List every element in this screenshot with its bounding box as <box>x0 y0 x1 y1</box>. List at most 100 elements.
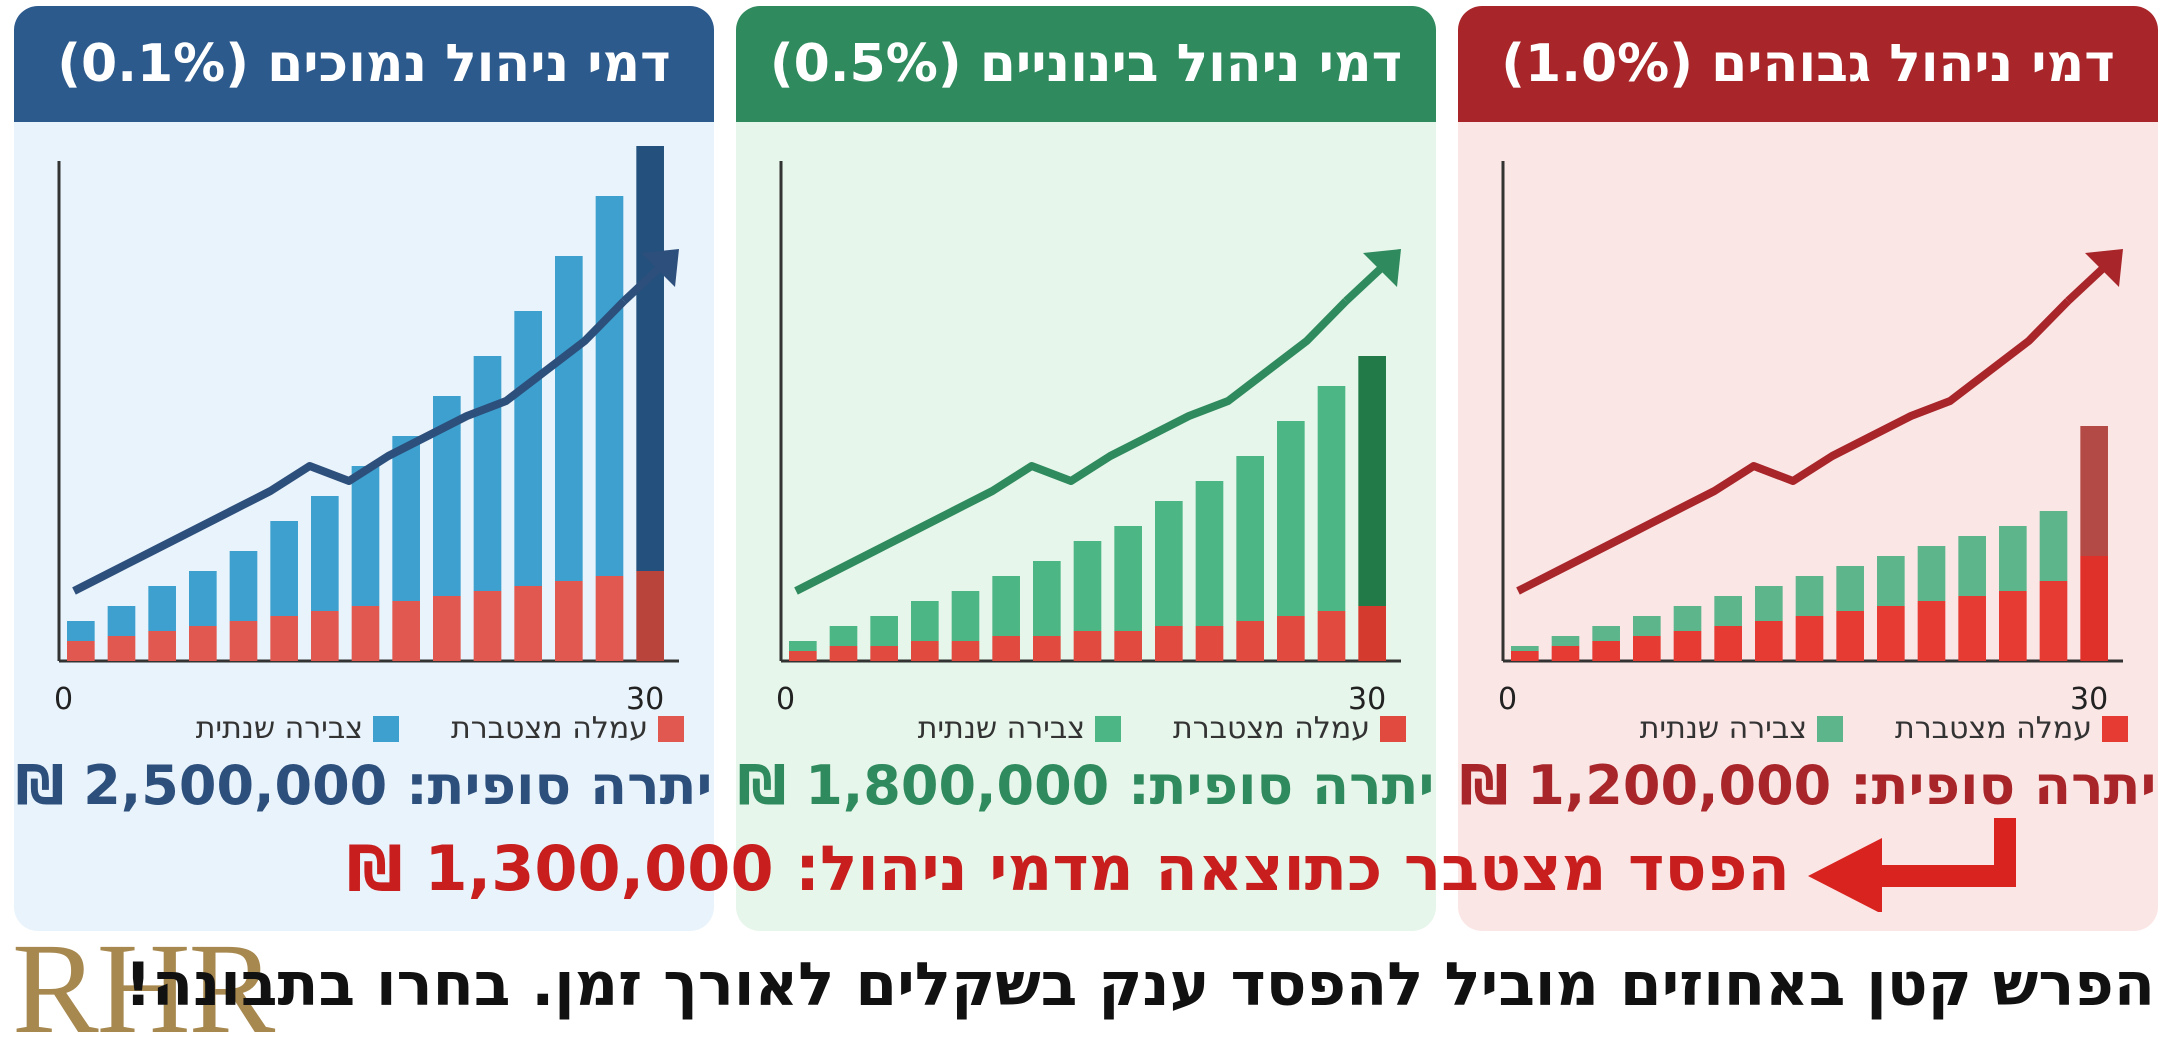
footer-message: הפרש קטן באחוזים מוביל להפסד ענק בשקלים … <box>124 950 2155 1020</box>
legend-fee-label: עמלה מצטברת <box>451 711 648 746</box>
bar-contribution <box>311 496 339 611</box>
legend-fee-swatch <box>1380 715 1406 742</box>
final-balance-value: 1,800,000 ₪ <box>737 754 1110 817</box>
bar-fee <box>1277 616 1305 661</box>
bar-contribution <box>2080 426 2108 556</box>
final-balance: יתרה סופית: 1,200,000 ₪ <box>1458 754 2158 817</box>
bar-contribution <box>1673 606 1702 631</box>
bar-fee <box>514 586 542 661</box>
bar-fee <box>1155 626 1183 661</box>
trend-arrow-icon <box>2085 249 2123 287</box>
bar-contribution <box>1795 576 1824 616</box>
bar-contribution <box>1155 501 1183 626</box>
cumulative-loss-text: הפסד מצטבר כתוצאה מדמי ניהול: 1,300,000 … <box>346 832 1790 905</box>
bar-contribution <box>67 621 95 641</box>
bar-contribution <box>1358 356 1386 606</box>
bar-fee <box>829 646 858 661</box>
bar-contribution <box>1999 526 2027 591</box>
chart-medium-fees <box>779 161 1401 663</box>
bar-fee <box>636 571 664 661</box>
bar-fee <box>992 636 1020 661</box>
legend: עמלה מצטברת צבירה שנתית <box>1488 711 2128 746</box>
x-tick-start: 0 <box>54 682 74 717</box>
bar-contribution <box>351 466 380 606</box>
bar-fee <box>911 641 939 661</box>
bar-contribution <box>1033 561 1061 636</box>
x-tick-start: 0 <box>776 682 796 717</box>
legend: עמלה מצטברת צבירה שנתית <box>44 711 684 746</box>
bar-contribution <box>555 256 583 581</box>
legend-fee-label: עמלה מצטברת <box>1173 711 1370 746</box>
bar-fee <box>1114 631 1142 661</box>
legend-fee-swatch <box>2102 715 2128 742</box>
bar-fee <box>1877 606 1905 661</box>
return-arrow-icon <box>1808 818 2016 912</box>
bar-fee <box>1592 641 1620 661</box>
bar-contribution <box>1277 421 1305 616</box>
bar-fee <box>1633 636 1661 661</box>
panel-title: דמי ניהול נמוכים (0.1%) <box>14 6 714 122</box>
bar-contribution <box>229 551 258 621</box>
bar-contribution <box>1317 386 1346 611</box>
bar-contribution <box>992 576 1020 636</box>
bar-fee <box>1358 606 1386 661</box>
bar-contribution <box>789 641 817 651</box>
bar-contribution <box>951 591 980 641</box>
bar-fee <box>392 601 420 661</box>
bar-fee <box>311 611 339 661</box>
trend-arrow-icon <box>1363 249 1401 287</box>
bar-fee <box>1999 591 2027 661</box>
bar-fee <box>951 641 980 661</box>
bar-contribution <box>1592 626 1620 641</box>
panel-medium-fees: דמי ניהול בינוניים (0.5%) 0 30 עמלה מצטב… <box>736 6 1436 931</box>
bar-contribution <box>392 436 420 601</box>
legend-contribution: צבירה שנתית <box>196 711 400 746</box>
bar-fee <box>1795 616 1824 661</box>
bar-contribution <box>107 606 136 636</box>
bar-contribution <box>1511 646 1539 651</box>
bar-contribution <box>1236 456 1264 621</box>
bar-fee <box>1551 646 1580 661</box>
panel-title: דמי ניהול גבוהים (1.0%) <box>1458 6 2158 122</box>
bar-contribution <box>1073 541 1102 631</box>
bar-fee <box>433 596 461 661</box>
bar-contribution <box>636 146 664 571</box>
panel-title: דמי ניהול בינוניים (0.5%) <box>736 6 1436 122</box>
bar-contribution <box>829 626 858 646</box>
panel-low-fees: דמי ניהול נמוכים (0.1%) 0 30 עמלה מצטברת… <box>14 6 714 931</box>
x-tick-end: 30 <box>2070 682 2109 717</box>
x-tick-start: 0 <box>1498 682 1518 717</box>
bar-fee <box>67 641 95 661</box>
bar-contribution <box>1877 556 1905 606</box>
bar-contribution <box>1633 616 1661 636</box>
bar-contribution <box>1551 636 1580 646</box>
bar-fee <box>595 576 624 661</box>
bar-fee <box>351 606 380 661</box>
bar-fee <box>1836 611 1864 661</box>
bar-fee <box>1073 631 1102 661</box>
legend-fee: עמלה מצטברת <box>1895 711 2128 746</box>
legend: עמלה מצטברת צבירה שנתית <box>766 711 1406 746</box>
bar-fee <box>555 581 583 661</box>
bar-contribution <box>189 571 217 626</box>
bar-contribution <box>595 196 624 576</box>
bar-contribution <box>1714 596 1742 626</box>
bar-contribution <box>1114 526 1142 631</box>
bar-fee <box>789 651 817 661</box>
legend-contribution-swatch <box>1817 715 1844 742</box>
bar-contribution <box>870 616 898 646</box>
chart-high-fees <box>1501 161 2123 663</box>
bar-fee <box>189 626 217 661</box>
final-balance-value: 1,200,000 ₪ <box>1459 754 1832 817</box>
bar-fee <box>1511 651 1539 661</box>
bar-fee <box>1195 626 1224 661</box>
panel-high-fees: דמי ניהול גבוהים (1.0%) 0 30 עמלה מצטברת… <box>1458 6 2158 931</box>
legend-contribution-label: צבירה שנתית <box>917 711 1086 746</box>
rhr-logo: RHR <box>12 917 275 1061</box>
trend-line <box>1516 298 2071 595</box>
legend-fee-swatch <box>658 715 684 742</box>
trend-line <box>794 298 1349 595</box>
final-balance-value: 2,500,000 ₪ <box>15 754 388 817</box>
final-balance: יתרה סופית: 2,500,000 ₪ <box>14 754 714 817</box>
bar-fee <box>1714 626 1742 661</box>
